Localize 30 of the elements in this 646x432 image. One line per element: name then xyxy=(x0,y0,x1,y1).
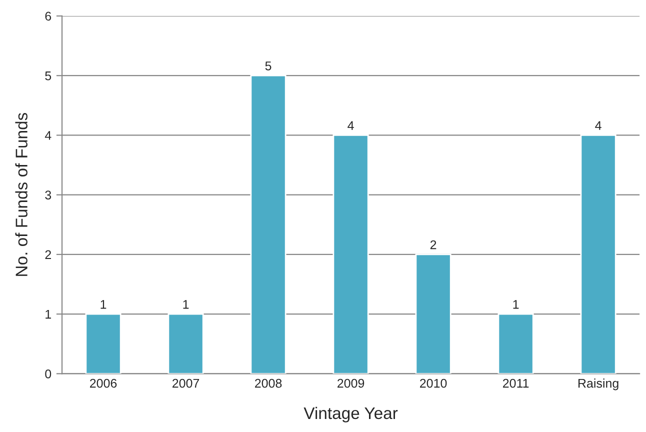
x-tick-label: 2008 xyxy=(255,378,282,388)
bar xyxy=(168,313,204,374)
y-axis-title: No. of Funds of Funds xyxy=(15,112,28,276)
bar xyxy=(332,134,369,374)
bar xyxy=(580,134,616,374)
x-tick-label: 2009 xyxy=(338,378,364,388)
x-tick-label: 2011 xyxy=(502,378,529,388)
x-tick-label: 2006 xyxy=(90,378,117,388)
y-tick-label: 4 xyxy=(44,131,52,140)
y-tick-label: 2 xyxy=(45,250,51,259)
data-label: 4 xyxy=(348,121,354,130)
data-label: 2 xyxy=(430,240,436,250)
y-tick-label: 5 xyxy=(45,72,52,80)
data-label: 1 xyxy=(100,300,106,309)
bar xyxy=(415,254,452,374)
x-axis-title: Vintage Year xyxy=(304,406,398,422)
data-label: 1 xyxy=(183,300,189,309)
y-tick-label: 1 xyxy=(46,310,51,319)
bar xyxy=(498,313,534,374)
data-label: 1 xyxy=(513,300,519,309)
y-tick-label: 0 xyxy=(45,369,52,378)
x-tick-label: 2010 xyxy=(420,378,447,388)
y-tick-label: 3 xyxy=(45,190,52,200)
x-tick-label: Raising xyxy=(578,378,618,390)
data-label: 4 xyxy=(595,121,602,130)
y-tick-label: 6 xyxy=(45,12,52,21)
x-tick-label: 2007 xyxy=(172,378,200,388)
bar xyxy=(250,74,286,374)
bar xyxy=(85,313,122,374)
data-label: 5 xyxy=(265,62,272,70)
